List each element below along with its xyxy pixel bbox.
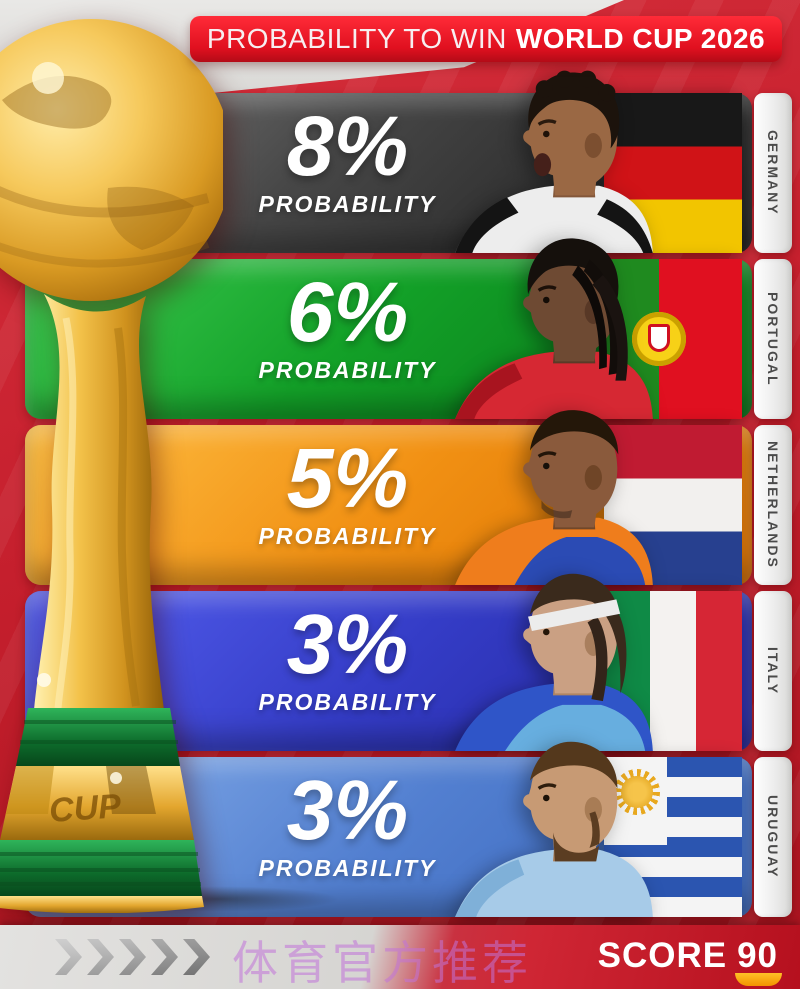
- player-photo-netherlands: [455, 410, 653, 585]
- player-photo-portugal: [455, 238, 653, 419]
- country-tab-germany: GERMANY: [754, 93, 792, 253]
- watermark-text: 体育官方推荐: [232, 936, 532, 989]
- trophy-engraving: CUP: [48, 787, 123, 830]
- world-cup-trophy: CUP: [0, 19, 223, 913]
- prob-row-uruguay: 3% PROBABILITY URUGUAY: [0, 741, 800, 917]
- country-name: NETHERLANDS: [765, 441, 781, 569]
- portugal-flag-emblem: [632, 312, 687, 366]
- probability-value: 3%: [286, 597, 409, 691]
- probability-label: PROBABILITY: [258, 357, 437, 384]
- country-tab-portugal: PORTUGAL: [754, 259, 792, 419]
- chevron-icon: [151, 939, 178, 975]
- player-photo-italy: [455, 573, 653, 751]
- probability-block-netherlands: 5% PROBABILITY: [205, 431, 490, 550]
- country-name: PORTUGAL: [765, 291, 781, 387]
- score90-logo: SCORE 90: [597, 936, 782, 986]
- footer-bar: 体育官方推荐 SCORE 90: [0, 925, 800, 989]
- player-photo-uruguay: [455, 741, 653, 917]
- country-tab-netherlands: NETHERLANDS: [754, 425, 792, 585]
- prob-row-italy: 3% PROBABILITY ITALY: [0, 573, 800, 751]
- chevron-group: [55, 939, 210, 975]
- brand-word: SCORE: [597, 936, 728, 975]
- probability-block-uruguay: 3% PROBABILITY: [205, 763, 490, 882]
- country-tab-uruguay: URUGUAY: [754, 757, 792, 917]
- probability-block-italy: 3% PROBABILITY: [205, 597, 490, 716]
- probability-label: PROBABILITY: [258, 855, 437, 882]
- country-name: URUGUAY: [765, 795, 781, 879]
- brand-number: 90: [735, 936, 782, 986]
- probability-value: 6%: [286, 265, 409, 359]
- sun-of-may-icon: [614, 769, 660, 815]
- header-title-emphasis: WORLD CUP 2026: [515, 23, 766, 54]
- header-title-prefix: PROBABILITY TO WIN: [206, 23, 507, 54]
- player-photo-germany: [455, 70, 653, 253]
- probability-value: 3%: [286, 763, 409, 857]
- country-tab-italy: ITALY: [754, 591, 792, 751]
- probability-label: PROBABILITY: [258, 191, 437, 218]
- probability-label: PROBABILITY: [258, 523, 437, 550]
- probability-block-portugal: 6% PROBABILITY: [205, 265, 490, 384]
- chevron-icon: [87, 939, 114, 975]
- header-banner: PROBABILITY TO WIN WORLD CUP 2026: [190, 16, 782, 62]
- country-name: GERMANY: [765, 130, 781, 216]
- probability-block-germany: 8% PROBABILITY: [205, 99, 490, 218]
- prob-row-netherlands: 5% PROBABILITY NETHERLANDS: [0, 410, 800, 585]
- probability-value: 8%: [286, 99, 409, 193]
- brand-swoosh-icon: [735, 973, 782, 986]
- probability-label: PROBABILITY: [258, 689, 437, 716]
- bar-uruguay: [25, 741, 752, 917]
- chevron-icon: [55, 939, 82, 975]
- chevron-icon: [119, 939, 146, 975]
- country-name: ITALY: [765, 646, 781, 696]
- probability-value: 5%: [286, 431, 409, 525]
- chevron-icon: [183, 939, 210, 975]
- bar-italy: [25, 573, 752, 751]
